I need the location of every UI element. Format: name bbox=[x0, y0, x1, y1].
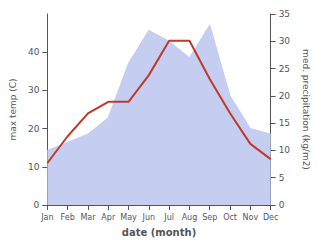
svg-text:25: 25 bbox=[279, 64, 290, 74]
svg-text:Sep: Sep bbox=[202, 213, 217, 222]
svg-text:15: 15 bbox=[279, 118, 290, 128]
svg-text:0: 0 bbox=[34, 200, 40, 210]
svg-text:May: May bbox=[120, 213, 137, 222]
svg-text:35: 35 bbox=[279, 9, 290, 19]
svg-text:Feb: Feb bbox=[61, 213, 75, 222]
svg-text:Aug: Aug bbox=[182, 213, 198, 222]
svg-text:Jul: Jul bbox=[163, 213, 174, 222]
svg-text:10: 10 bbox=[279, 145, 291, 155]
svg-text:5: 5 bbox=[279, 173, 285, 183]
svg-text:Jun: Jun bbox=[142, 213, 156, 222]
svg-text:date (month): date (month) bbox=[122, 227, 196, 238]
svg-text:Mar: Mar bbox=[80, 213, 96, 222]
svg-text:20: 20 bbox=[279, 91, 291, 101]
svg-text:Oct: Oct bbox=[223, 213, 237, 222]
svg-text:Dec: Dec bbox=[263, 213, 278, 222]
svg-text:30: 30 bbox=[28, 85, 40, 95]
svg-text:40: 40 bbox=[28, 47, 40, 57]
svg-text:Apr: Apr bbox=[101, 213, 116, 222]
svg-text:Nov: Nov bbox=[243, 213, 259, 222]
svg-text:Jan: Jan bbox=[40, 213, 53, 222]
svg-text:max temp (C): max temp (C) bbox=[8, 78, 18, 140]
svg-text:0: 0 bbox=[279, 200, 285, 210]
svg-text:30: 30 bbox=[279, 36, 291, 46]
svg-text:10: 10 bbox=[28, 162, 40, 172]
svg-text:20: 20 bbox=[28, 124, 40, 134]
svg-text:med. precipitation (kg/m2): med. precipitation (kg/m2) bbox=[301, 49, 311, 170]
